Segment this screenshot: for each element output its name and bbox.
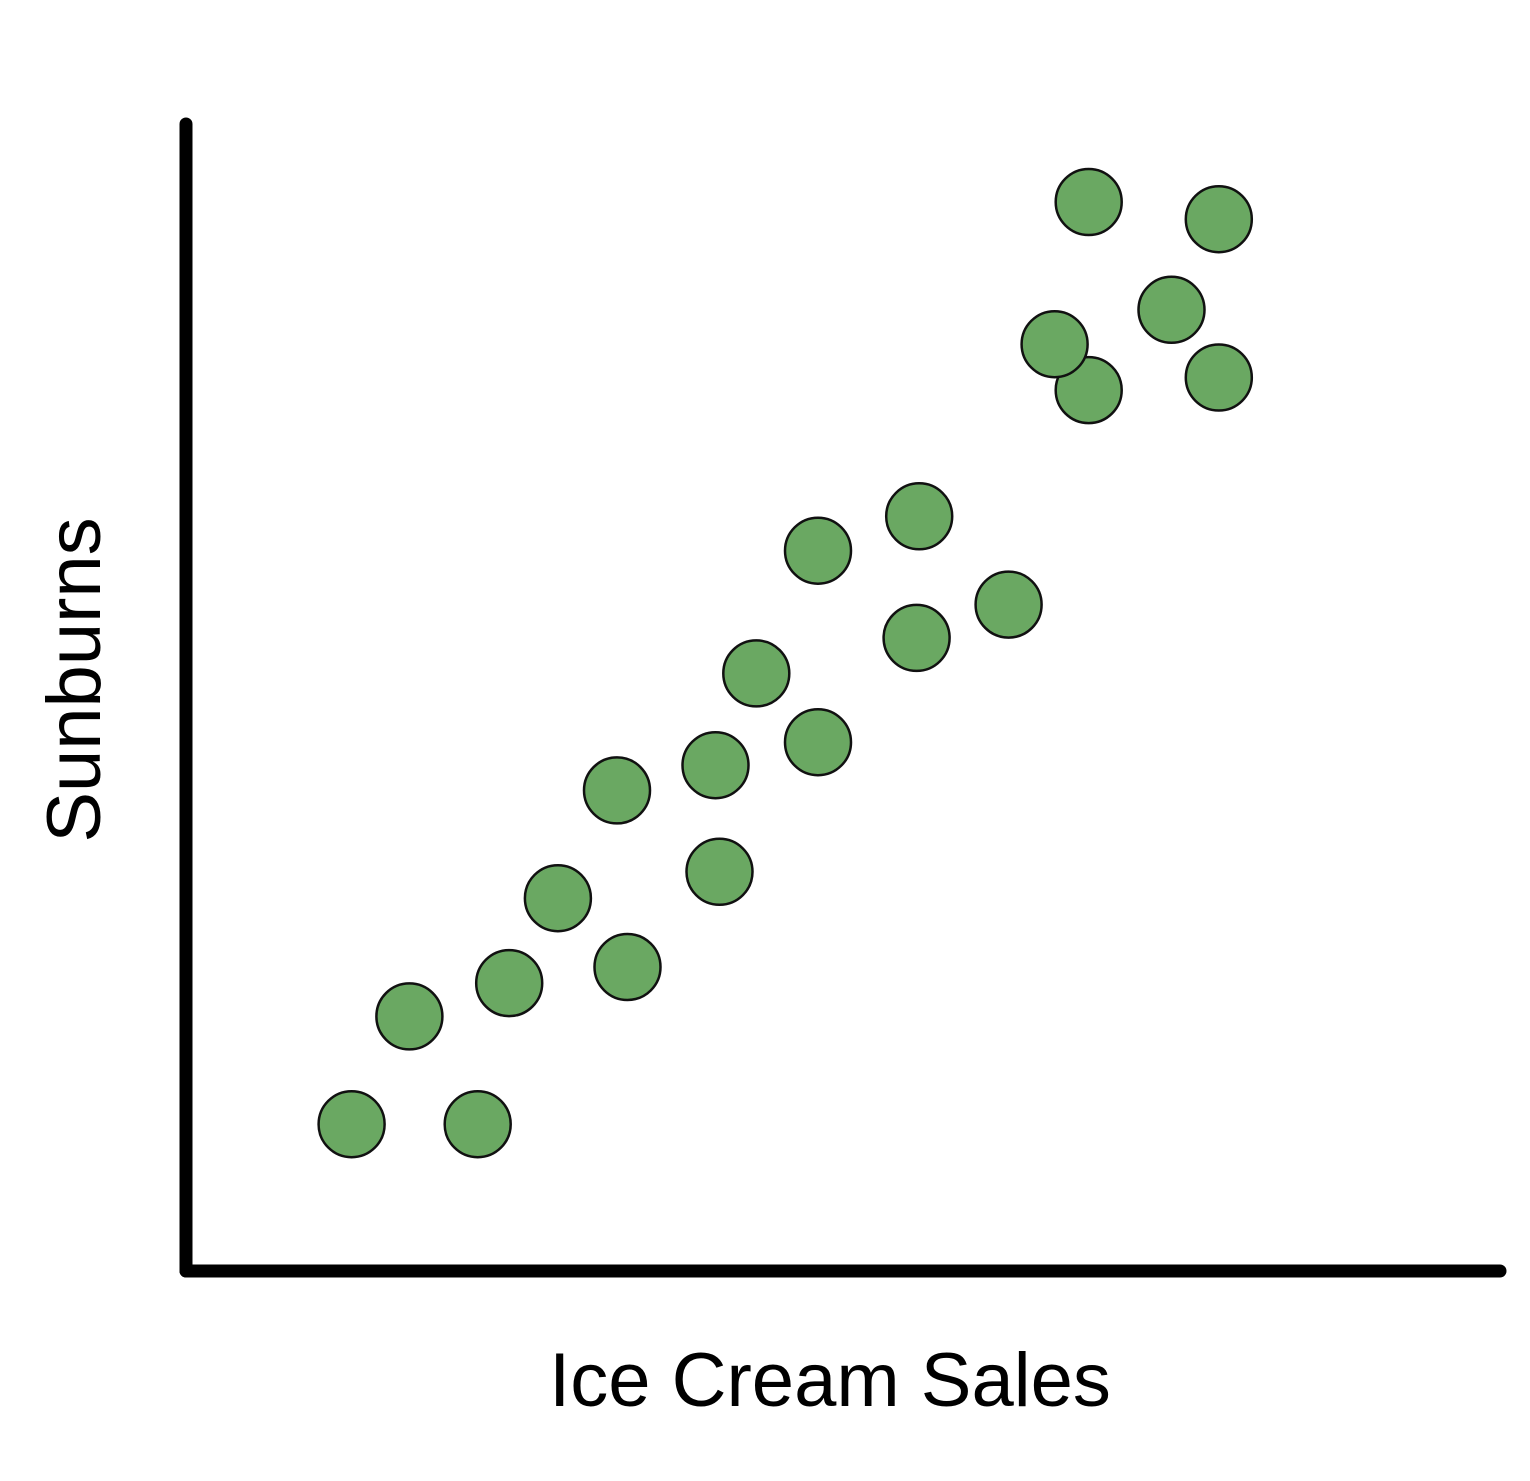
data-point — [1184, 184, 1254, 254]
x-axis-title: Ice Cream Sales — [549, 1338, 1111, 1423]
data-point — [882, 603, 951, 673]
data-point — [582, 756, 652, 825]
data-point — [474, 948, 544, 1018]
data-point — [593, 932, 662, 1002]
data-point — [722, 639, 791, 708]
data-point — [681, 730, 750, 800]
data-point — [685, 837, 754, 907]
data-point — [443, 1089, 512, 1159]
data-point — [783, 516, 853, 585]
y-axis-title: Sunburns — [32, 517, 117, 842]
data-point — [1054, 355, 1123, 425]
data-point — [1137, 275, 1206, 345]
data-point — [884, 482, 954, 551]
data-point — [1020, 309, 1089, 379]
data-point — [1184, 343, 1254, 412]
data-point — [317, 1089, 386, 1159]
data-point — [783, 707, 853, 777]
data-point — [1054, 167, 1123, 237]
data-point — [375, 982, 444, 1051]
data-point — [523, 863, 593, 933]
points-layer — [317, 167, 1254, 1159]
data-point — [974, 570, 1043, 639]
